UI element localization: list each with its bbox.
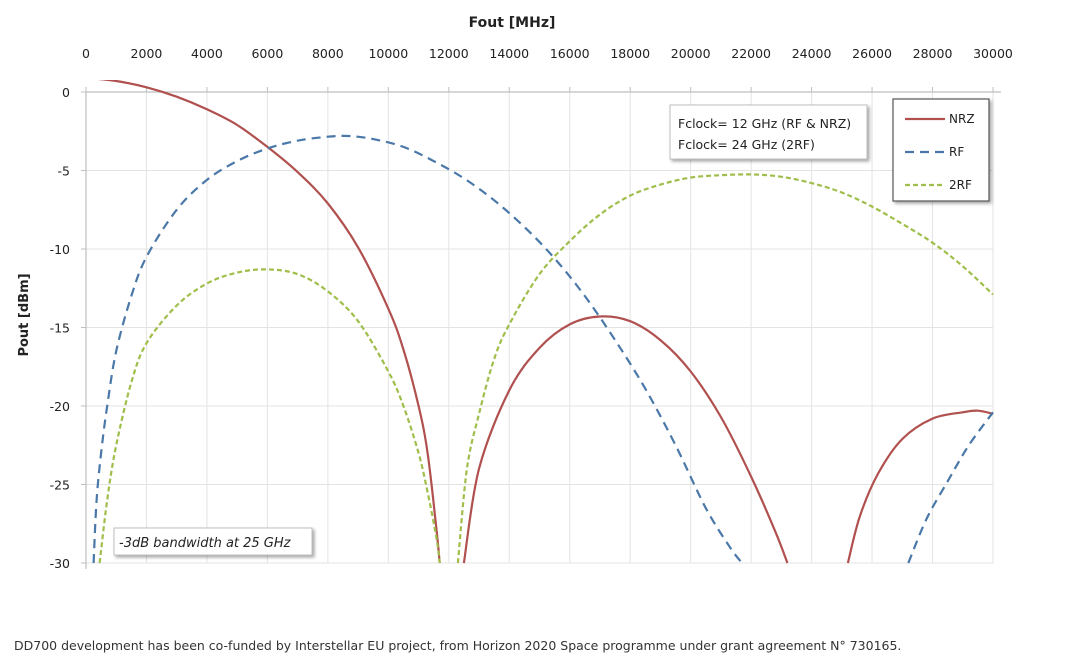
y-tick-label: -30 xyxy=(50,556,70,571)
series-nrz-line xyxy=(97,80,441,564)
bandwidth-note: -3dB bandwidth at 25 GHz xyxy=(119,536,292,551)
grid-lines xyxy=(86,92,994,564)
x-tick-label: 0 xyxy=(82,46,90,61)
series-2rf-line xyxy=(456,173,994,564)
x-tick-label: 18000 xyxy=(610,46,650,61)
x-tick-label: 2000 xyxy=(131,46,163,61)
legend-label-nrz: NRZ xyxy=(949,112,975,126)
legend-label-rf: RF xyxy=(949,145,964,159)
y-axis-title: Pout [dBm] xyxy=(17,273,32,356)
fclock-line-2: Fclock= 24 GHz (2RF) xyxy=(678,137,815,152)
x-tick-label: 22000 xyxy=(731,46,771,61)
legend-label-2rf: 2RF xyxy=(949,178,972,192)
bandwidth-annotation-box: -3dB bandwidth at 25 GHz xyxy=(113,527,313,556)
funding-caption: DD700 development has been co-funded by … xyxy=(14,638,902,653)
x-axis-ticks: 0 2000 4000 6000 8000 10000 12000 14000 16000 180… xyxy=(82,46,1013,92)
x-tick-label: 20000 xyxy=(671,46,711,61)
y-axis-ticks: 0 -5 -10 -15 -20 -25 -30 xyxy=(50,85,86,571)
x-tick-label: 10000 xyxy=(368,46,408,61)
series-lines xyxy=(92,80,994,564)
x-tick-label: 30000 xyxy=(973,46,1013,61)
series-rf-line xyxy=(92,134,743,564)
x-tick-label: 4000 xyxy=(191,46,223,61)
x-tick-label: 16000 xyxy=(550,46,590,61)
x-tick-label: 14000 xyxy=(489,46,529,61)
x-axis-title: Fout [MHz] xyxy=(469,15,556,31)
x-tick-label: 24000 xyxy=(792,46,832,61)
y-tick-label: -10 xyxy=(50,242,70,257)
series-2rf-line xyxy=(98,268,441,564)
fclock-annotation-box: Fclock= 12 GHz (RF & NRZ) Fclock= 24 GHz… xyxy=(669,104,868,160)
legend: NRZ RF 2RF xyxy=(892,98,990,202)
x-tick-label: 6000 xyxy=(251,46,283,61)
y-tick-label: -5 xyxy=(58,164,70,179)
fclock-line-1: Fclock= 12 GHz (RF & NRZ) xyxy=(678,116,851,131)
y-tick-label: -25 xyxy=(50,478,70,493)
x-tick-label: 12000 xyxy=(429,46,469,61)
series-nrz-line xyxy=(846,409,994,564)
series-nrz-line xyxy=(462,315,789,564)
x-tick-label: 26000 xyxy=(852,46,892,61)
y-tick-label: -20 xyxy=(50,399,70,414)
pout-vs-fout-chart: 0 2000 4000 6000 8000 10000 12000 14000 16000 180… xyxy=(17,15,1013,571)
y-tick-label: 0 xyxy=(62,85,70,100)
series-rf-line xyxy=(907,411,994,564)
x-tick-label: 8000 xyxy=(312,46,344,61)
y-tick-label: -15 xyxy=(50,321,70,336)
x-tick-label: 28000 xyxy=(913,46,953,61)
